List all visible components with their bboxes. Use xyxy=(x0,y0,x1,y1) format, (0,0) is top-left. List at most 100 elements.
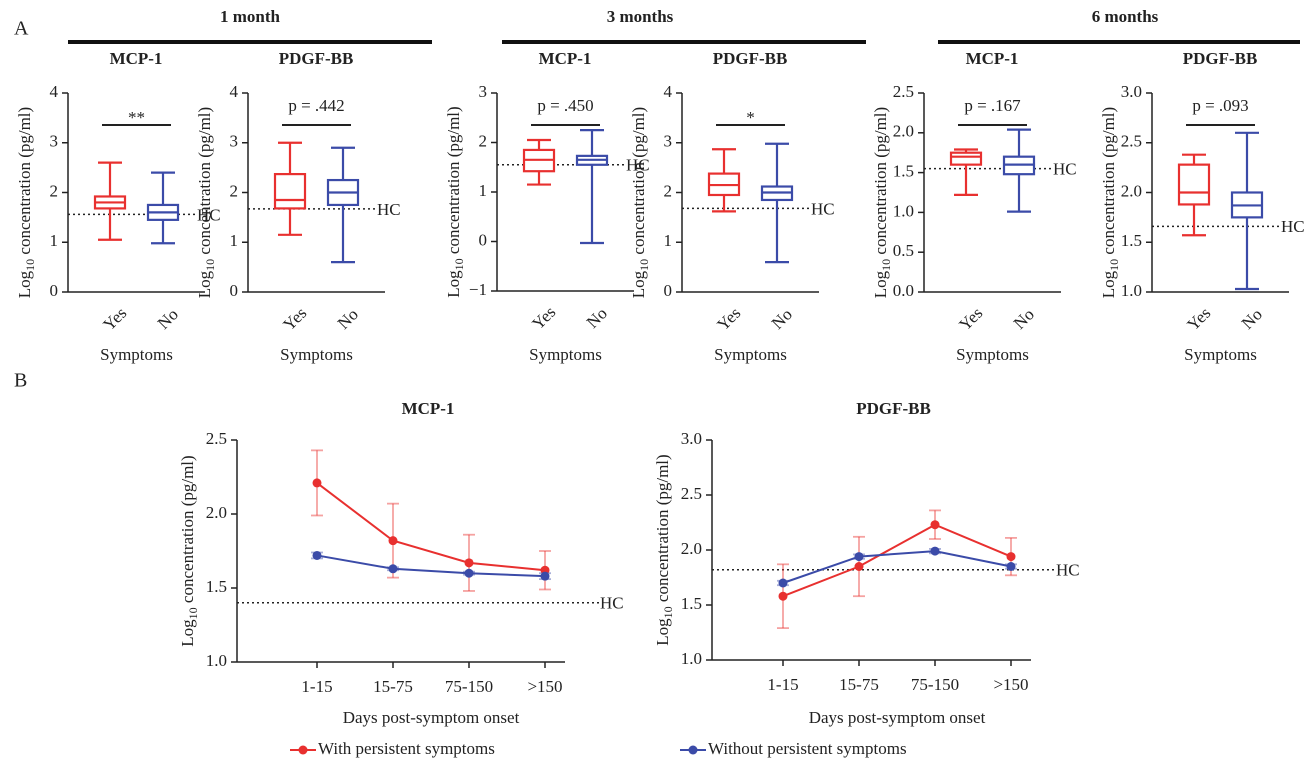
y-axis-label-part: Log xyxy=(629,270,648,298)
y-axis-label: Log10 concentration (pg/ml) xyxy=(15,107,37,298)
y-axis-label-part: 10 xyxy=(637,259,651,271)
box xyxy=(949,151,983,166)
chart-title: PDGF-BB xyxy=(279,49,354,68)
group-header: 3 months xyxy=(607,7,674,26)
chart-title: MCP-1 xyxy=(966,49,1019,68)
hc-label: HC xyxy=(1053,160,1077,179)
y-tick-label: 3 xyxy=(230,132,239,151)
hc-label: HC xyxy=(377,200,401,219)
y-axis-label: Log10 concentration (pg/ml) xyxy=(629,107,651,298)
point xyxy=(464,558,474,568)
y-tick-label: 4 xyxy=(664,82,673,101)
y-tick-label: 1.5 xyxy=(206,577,227,596)
y-tick-label: 1.0 xyxy=(893,201,914,220)
point xyxy=(930,520,940,530)
y-axis-label-part: concentration (pg/ml) xyxy=(1099,107,1118,259)
y-tick-label: 2 xyxy=(664,181,673,200)
y-axis-label-part: concentration (pg/ml) xyxy=(629,107,648,259)
y-axis-label: Log10 concentration (pg/ml) xyxy=(444,106,466,297)
chart-title: MCP-1 xyxy=(402,399,455,418)
group-header: 6 months xyxy=(1092,7,1159,26)
y-tick-label: 1.0 xyxy=(681,649,702,668)
y-tick-label: 4 xyxy=(50,82,59,101)
x-axis-label: Symptoms xyxy=(1184,345,1257,364)
x-tick-label: No xyxy=(768,305,796,333)
y-tick-label: 2.0 xyxy=(893,122,914,141)
y-tick-label: 1.5 xyxy=(893,162,914,181)
x-tick-label: 1-15 xyxy=(301,677,332,696)
y-tick-label: 0 xyxy=(50,281,59,300)
x-tick-label: 75-150 xyxy=(445,677,493,696)
y-tick-label: 1.5 xyxy=(681,594,702,613)
y-axis-label-part: 10 xyxy=(661,606,675,618)
y-tick-label: 1 xyxy=(50,231,59,250)
significance-label: ** xyxy=(128,108,145,127)
y-tick-label: 1 xyxy=(230,231,239,250)
x-axis-label: Symptoms xyxy=(956,345,1029,364)
y-tick-label: 1 xyxy=(479,181,488,200)
y-axis-label-part: 10 xyxy=(23,259,37,271)
x-axis-label: Days post-symptom onset xyxy=(343,708,520,727)
y-tick-label: 3 xyxy=(50,132,59,151)
y-tick-label: 2 xyxy=(50,181,59,200)
x-axis-label: Symptoms xyxy=(280,345,353,364)
y-tick-label: 2.0 xyxy=(206,503,227,522)
y-tick-label: 2.0 xyxy=(1121,181,1142,200)
point xyxy=(778,591,788,601)
x-tick-label: >150 xyxy=(527,677,562,696)
y-axis-label-part: concentration (pg/ml) xyxy=(871,107,890,259)
y-axis-label-part: concentration (pg/ml) xyxy=(653,454,672,606)
hc-label: HC xyxy=(626,156,650,175)
legend-label: With persistent symptoms xyxy=(318,739,495,758)
x-axis-label: Symptoms xyxy=(714,345,787,364)
significance-label: p = .450 xyxy=(537,96,593,115)
x-tick-label: Yes xyxy=(279,303,310,334)
hc-label: HC xyxy=(197,205,221,224)
y-tick-label: 1 xyxy=(664,231,673,250)
hc-label: HC xyxy=(1281,217,1305,236)
y-axis-label: Log10 concentration (pg/ml) xyxy=(178,455,200,646)
x-axis-label: Symptoms xyxy=(100,345,173,364)
x-tick-label: Yes xyxy=(528,302,559,333)
y-tick-label: 2 xyxy=(479,131,488,150)
y-tick-label: 2 xyxy=(230,181,239,200)
point xyxy=(312,478,322,488)
chart-title: MCP-1 xyxy=(539,49,592,68)
x-tick-label: Yes xyxy=(713,303,744,334)
x-tick-label: Yes xyxy=(955,303,986,334)
y-tick-label: 1.0 xyxy=(1121,281,1142,300)
y-axis-label-part: 10 xyxy=(879,259,893,271)
y-axis-label: Log10 concentration (pg/ml) xyxy=(871,107,893,298)
y-axis-label-part: concentration (pg/ml) xyxy=(195,107,214,259)
y-tick-label: 0 xyxy=(479,230,488,249)
y-tick-label: 3 xyxy=(664,132,673,151)
significance-label: p = .167 xyxy=(964,96,1021,115)
x-axis-label: Days post-symptom onset xyxy=(809,708,986,727)
y-tick-label: 3.0 xyxy=(1121,82,1142,101)
y-tick-label: 2.5 xyxy=(206,429,227,448)
y-tick-label: 1.0 xyxy=(206,651,227,670)
x-axis-label: Symptoms xyxy=(529,345,602,364)
hc-label: HC xyxy=(600,594,624,613)
y-tick-label: 0 xyxy=(664,281,673,300)
y-axis-label-part: Log xyxy=(195,270,214,298)
chart-title: MCP-1 xyxy=(110,49,163,68)
hc-label: HC xyxy=(1056,561,1080,580)
y-tick-label: 1.5 xyxy=(1121,231,1142,250)
x-tick-label: No xyxy=(583,304,611,332)
y-axis-label-part: Log xyxy=(178,619,197,647)
chart-title: PDGF-BB xyxy=(1183,49,1258,68)
y-tick-label: 2.0 xyxy=(681,539,702,558)
x-tick-label: 75-150 xyxy=(911,675,959,694)
hc-label: HC xyxy=(811,199,835,218)
y-tick-label: 3 xyxy=(479,82,488,101)
y-axis-label-part: concentration (pg/ml) xyxy=(178,455,197,607)
significance-label: p = .442 xyxy=(288,96,344,115)
y-tick-label: 2.5 xyxy=(1121,132,1142,151)
point xyxy=(312,550,322,560)
point xyxy=(930,546,940,556)
point xyxy=(778,578,788,588)
legend-marker xyxy=(688,745,698,755)
y-axis-label-part: Log xyxy=(653,618,672,646)
chart-title: PDGF-BB xyxy=(856,399,931,418)
